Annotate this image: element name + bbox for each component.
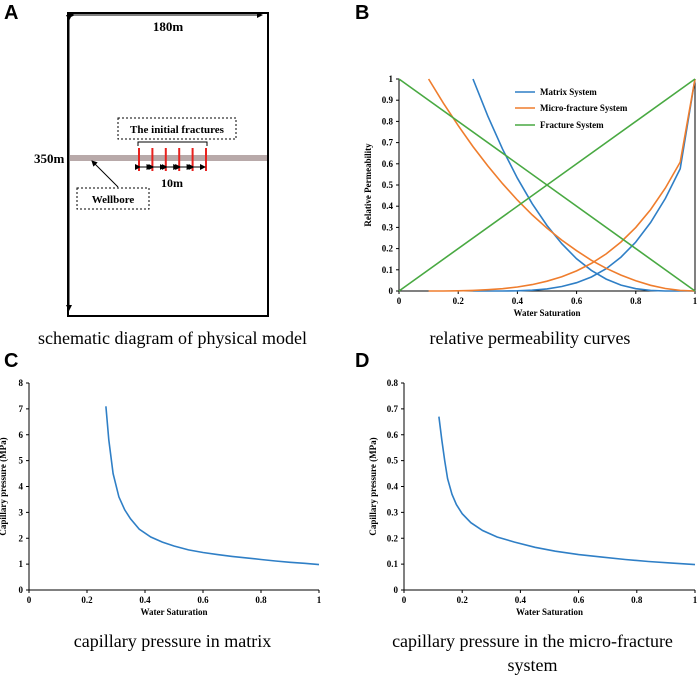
- panel-letter-a: A: [4, 2, 19, 24]
- series-line: [398, 78, 696, 292]
- x-tick-label: 1: [693, 595, 698, 605]
- initial-fractures-box: [117, 117, 237, 140]
- series-line: [105, 406, 320, 566]
- x-tick-label: 0.4: [512, 296, 524, 306]
- wellbore-box: [76, 187, 150, 210]
- caption-a: schematic diagram of physical model: [38, 328, 307, 348]
- x-tick-label: 0.6: [571, 296, 583, 306]
- y-tick-label: 0.8: [382, 116, 394, 126]
- y-tick-label: 7: [19, 404, 24, 414]
- y-tick-label: 0.6: [387, 430, 399, 440]
- x-tick-label: 0: [402, 595, 407, 605]
- y-tick-label: 0: [394, 585, 399, 595]
- series-line: [472, 78, 695, 292]
- chart-b-plot: 0 0.2 0.4 0.6 0.8 1 0 0.1 0.2 0.3 0.4 0.5 0.6 0.7 0.8 0…: [363, 74, 698, 318]
- x-tick-label: 0.2: [457, 595, 469, 605]
- x-tick-label: 0.8: [255, 595, 267, 605]
- caption-c: capillary pressure in matrix: [73, 631, 272, 651]
- y-tick-label: 5: [19, 456, 24, 466]
- caption-d: capillary pressure in the micro-fracture…: [392, 631, 673, 675]
- fracture-bracket: [137, 141, 208, 146]
- y-tick-label: 0: [19, 585, 24, 595]
- y-tick-label: 0.9: [382, 95, 394, 105]
- y-tick-label: 0.1: [382, 265, 394, 275]
- x-tick-label: 0.8: [630, 296, 642, 306]
- x-tick-label: 0.4: [139, 595, 151, 605]
- y-tick-label: 0.6: [382, 159, 394, 169]
- wellbore-label: Wellbore: [92, 194, 135, 206]
- y-tick-label: 1: [19, 559, 24, 569]
- series-line: [473, 78, 696, 292]
- y-axis-label: Capillary pressure (MPa): [368, 437, 378, 535]
- y-tick-label: 0.7: [387, 404, 399, 414]
- y-axis-label: Capillary pressure (MPa): [0, 437, 8, 535]
- y-tick-label: 0.4: [387, 482, 399, 492]
- x-tick-label: 0.6: [573, 595, 585, 605]
- panel-letter-b: B: [355, 2, 370, 24]
- y-tick-label: 0.8: [387, 378, 399, 388]
- panel-letter-c: C: [4, 350, 19, 372]
- legend-microfracture-label: Micro-fracture System: [540, 103, 628, 113]
- y-tick-label: 0.2: [382, 244, 394, 254]
- y-tick-label: 0.1: [387, 559, 399, 569]
- y-tick-label: 0: [389, 286, 394, 296]
- y-tick-label: 0.3: [382, 222, 394, 232]
- series-line: [427, 78, 696, 292]
- y-tick-label: 0.4: [382, 201, 394, 211]
- y-axis-label: Relative Permeability: [363, 143, 373, 227]
- legend-fracture-label: Fracture System: [540, 120, 604, 130]
- y-tick-label: 8: [19, 378, 24, 388]
- panel-letter-d: D: [355, 350, 370, 372]
- x-tick-label: 1: [693, 296, 698, 306]
- y-tick-label: 3: [19, 507, 24, 517]
- x-tick-label: 1: [317, 595, 322, 605]
- y-tick-label: 0.7: [382, 138, 394, 148]
- y-tick-label: 0.5: [382, 180, 394, 190]
- y-tick-label: 2: [19, 533, 24, 543]
- y-tick-label: 4: [19, 482, 24, 492]
- y-tick-label: 0.3: [387, 507, 399, 517]
- series-line: [438, 416, 696, 566]
- y-tick-label: 0.2: [387, 533, 399, 543]
- caption-b: relative permeability curves: [429, 328, 631, 348]
- legend-matrix-label: Matrix System: [540, 87, 597, 97]
- chart-c-plot: 0 0.2 0.4 0.6 0.8 1 0 1 2 3 4 5 6 7 8 Water Saturation C…: [0, 378, 322, 617]
- initial-fractures-label: The initial fractures: [130, 124, 225, 136]
- x-axis-label: Water Saturation: [513, 308, 580, 318]
- width-label: 180m: [153, 19, 184, 34]
- x-tick-label: 0.2: [81, 595, 93, 605]
- x-tick-label: 0.4: [515, 595, 527, 605]
- x-tick-label: 0.8: [631, 595, 643, 605]
- x-axis-label: Water Saturation: [140, 607, 207, 617]
- y-tick-label: 0.5: [387, 456, 399, 466]
- chart-d-plot: 0 0.2 0.4 0.6 0.8 1 0 0.1 0.2 0.3 0.4 0.5 0.6 0.7 0.8 W…: [368, 378, 698, 617]
- height-label: 350m: [34, 151, 65, 166]
- x-tick-label: 0.6: [197, 595, 209, 605]
- spacing-label: 10m: [161, 176, 183, 190]
- y-tick-label: 6: [19, 430, 24, 440]
- x-axis-label: Water Saturation: [516, 607, 583, 617]
- x-tick-label: 0: [27, 595, 32, 605]
- x-tick-label: 0: [397, 296, 402, 306]
- chart-b-legend: Matrix System Micro-fracture System Frac…: [515, 87, 628, 130]
- x-tick-label: 0.2: [453, 296, 465, 306]
- y-tick-label: 1: [389, 74, 394, 84]
- wellbore-pointer: [91, 160, 119, 188]
- series-line: [428, 78, 696, 292]
